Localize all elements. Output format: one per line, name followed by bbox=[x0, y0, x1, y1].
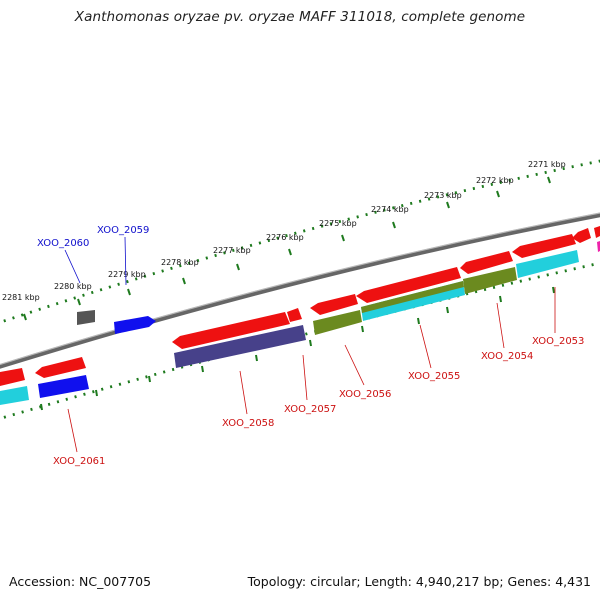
gene-magenta[interactable] bbox=[597, 241, 600, 252]
minus-strand-genes bbox=[0, 226, 600, 386]
genome-title: Xanthomonas oryzae pv. oryzae MAFF 31101… bbox=[74, 9, 526, 25]
gene-XOO-2061-left[interactable] bbox=[0, 368, 25, 386]
gene-XOO-2059[interactable] bbox=[114, 316, 156, 334]
scale-label: 2276 kbp bbox=[266, 233, 304, 242]
scale-label: 2280 kbp bbox=[54, 282, 92, 291]
gene-extra-right[interactable] bbox=[572, 228, 591, 243]
scale-label: 2279 kbp bbox=[108, 270, 146, 279]
genome-backbone-highlight bbox=[0, 212, 600, 366]
gene-label-XOO-2056: XOO_2056 bbox=[339, 389, 391, 400]
gene-XOO-2061[interactable] bbox=[35, 357, 86, 378]
genome-summary-text: Topology: circular; Length: 4,940,217 bp… bbox=[247, 574, 591, 589]
cds-XOO-2055-olive[interactable] bbox=[361, 281, 464, 313]
gene-XOO-2058[interactable] bbox=[172, 312, 290, 349]
cds-XOO-2058[interactable] bbox=[174, 325, 306, 368]
gene-XOO-2056[interactable] bbox=[310, 294, 358, 315]
gene-label-XOO-2055: XOO_2055 bbox=[408, 371, 460, 382]
cds-XOO-2053[interactable] bbox=[516, 250, 579, 278]
gene-label-XOO-2058: XOO_2058 bbox=[222, 418, 274, 429]
gene-XOO-2060[interactable] bbox=[77, 310, 95, 325]
gene-XOO-2057[interactable] bbox=[287, 308, 302, 322]
scale-label: 2274 kbp bbox=[371, 205, 409, 214]
cds-left-edge[interactable] bbox=[0, 386, 29, 405]
scale-label: 2273 kbp bbox=[424, 191, 462, 200]
accession-text: Accession: NC_007705 bbox=[9, 574, 152, 589]
gene-label-XOO-2059: XOO_2059 bbox=[97, 225, 149, 236]
cds-features bbox=[0, 250, 579, 405]
gene-labels: XOO_2053 XOO_2054 XOO_2055 XOO_2056 XOO_… bbox=[37, 225, 584, 467]
gene-label-XOO-2053: XOO_2053 bbox=[532, 336, 584, 347]
scale-label: 2271 kbp bbox=[528, 160, 566, 169]
genome-backbone bbox=[0, 212, 600, 369]
cds-XOO-2056[interactable] bbox=[313, 310, 362, 335]
label-leaders bbox=[64, 236, 556, 453]
scale-label: 2272 kbp bbox=[476, 176, 514, 185]
cds-XOO-2054[interactable] bbox=[463, 267, 517, 294]
scale-label: 2275 kbp bbox=[319, 219, 357, 228]
scale-label: 2277 kbp bbox=[213, 246, 251, 255]
gene-XOO-2053[interactable] bbox=[512, 234, 576, 258]
gene-label-XOO-2061: XOO_2061 bbox=[53, 456, 105, 467]
plus-strand-genes bbox=[77, 310, 156, 334]
gene-label-XOO-2057: XOO_2057 bbox=[284, 404, 336, 415]
scale-label: 2281 kbp bbox=[2, 293, 40, 302]
scale-label: 2278 kbp bbox=[161, 258, 199, 267]
gene-XOO-2055[interactable] bbox=[356, 267, 461, 303]
gene-label-XOO-2060: XOO_2060 bbox=[37, 238, 89, 249]
gene-XOO-2054[interactable] bbox=[460, 251, 513, 274]
gene-edge[interactable] bbox=[594, 226, 600, 238]
outer-major-ticks bbox=[23, 176, 551, 321]
inner-major-ticks bbox=[40, 286, 555, 411]
outer-scale-line bbox=[0, 159, 600, 324]
gene-label-XOO-2054: XOO_2054 bbox=[481, 351, 533, 362]
scale-labels: 2271 kbp 2272 kbp 2273 kbp 2274 kbp 2275… bbox=[2, 160, 566, 302]
cds-XOO-2061[interactable] bbox=[38, 375, 89, 398]
